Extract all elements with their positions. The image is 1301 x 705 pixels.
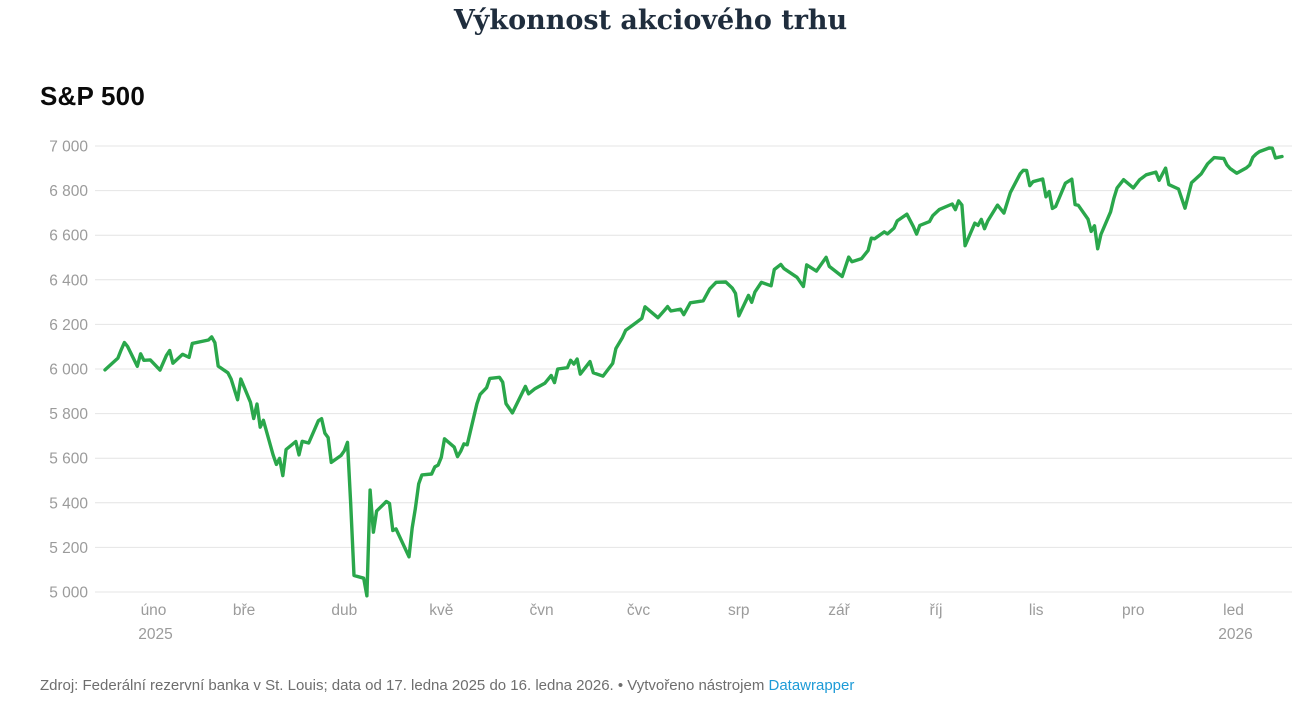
x-axis-tick-label: úno xyxy=(141,602,167,619)
x-axis-tick-label: čvn xyxy=(529,602,553,619)
x-axis-tick-label: srp xyxy=(728,602,750,619)
x-axis-year-label: 2026 xyxy=(1218,626,1252,643)
series-label: S&P 500 xyxy=(40,81,145,111)
page-title: Výkonnost akciového trhu xyxy=(453,5,848,36)
datawrapper-link[interactable]: Datawrapper xyxy=(768,677,855,694)
x-axis-tick-label: zář xyxy=(828,602,850,619)
x-axis-tick-label: led xyxy=(1223,602,1244,619)
y-axis-tick-label: 5 800 xyxy=(49,406,88,423)
y-axis-tick-label: 5 200 xyxy=(49,540,88,557)
x-axis-year-label: 2025 xyxy=(138,626,172,643)
y-axis-tick-label: 5 400 xyxy=(49,495,88,512)
x-axis-tick-label: dub xyxy=(331,602,357,619)
y-axis-tick-label: 6 200 xyxy=(49,317,88,334)
x-axis-tick-label: pro xyxy=(1122,602,1144,619)
y-axis-tick-label: 6 600 xyxy=(49,228,88,245)
x-axis-tick-label: bře xyxy=(233,602,255,619)
y-axis-tick-label: 7 000 xyxy=(49,139,88,156)
source-text: Zdroj: Federální rezervní banka v St. Lo… xyxy=(40,677,769,694)
x-axis-tick-label: čvc xyxy=(627,602,651,619)
y-axis-tick-label: 6 000 xyxy=(49,362,88,379)
y-axis-tick-label: 6 400 xyxy=(49,272,88,289)
x-axis-tick-label: lis xyxy=(1029,602,1044,619)
source-note: Zdroj: Federální rezervní banka v St. Lo… xyxy=(40,676,1281,696)
x-axis-tick-label: říj xyxy=(930,602,943,619)
y-axis-tick-label: 6 800 xyxy=(49,183,88,200)
y-axis-tick-label: 5 600 xyxy=(49,451,88,468)
sp500-price-line xyxy=(103,146,1284,598)
x-axis-tick-label: kvě xyxy=(429,602,453,619)
y-axis-tick-label: 5 000 xyxy=(49,585,88,602)
